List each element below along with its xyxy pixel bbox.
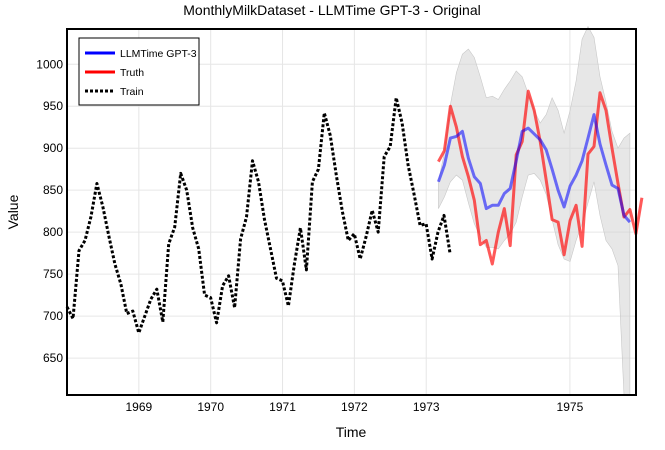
- y-axis-title: Value: [5, 194, 21, 229]
- y-tick-label: 800: [43, 225, 63, 239]
- confidence-band-area: [438, 25, 631, 396]
- x-tick-label: 1969: [125, 400, 152, 414]
- x-tick-label: 1970: [197, 400, 224, 414]
- y-tick-label: 650: [43, 351, 63, 365]
- y-tick-label: 900: [43, 141, 63, 155]
- legend: LLMTime GPT-3 Truth Train: [78, 37, 200, 106]
- plot-frame: [66, 28, 637, 396]
- x-tick-label: 1972: [341, 400, 368, 414]
- chart-title: MonthlyMilkDataset - LLMTime GPT-3 - Ori…: [183, 2, 480, 18]
- legend-label-forecast: LLMTime GPT-3: [120, 48, 197, 60]
- x-tick-label: 1971: [269, 400, 296, 414]
- y-tick-label: 700: [43, 309, 63, 323]
- x-tick-label: 1973: [413, 400, 440, 414]
- x-axis-title: Time: [336, 424, 367, 440]
- series-group: [65, 89, 644, 335]
- y-tick-label: 1000: [36, 57, 63, 71]
- ticks: 650 700 750 800 850 900 950 1000 1969 1970 1971 197…: [36, 57, 583, 414]
- confidence-band: [438, 25, 631, 396]
- legend-label-truth: Truth: [120, 67, 144, 79]
- y-tick-label: 950: [43, 99, 63, 113]
- x-tick-label: 1975: [557, 400, 584, 414]
- forecast-series-line: [436, 113, 632, 224]
- train-series-line: [65, 96, 452, 335]
- legend-label-train: Train: [120, 86, 144, 98]
- legend-box: [78, 37, 200, 106]
- y-tick-label: 750: [43, 267, 63, 281]
- y-tick-label: 850: [43, 183, 63, 197]
